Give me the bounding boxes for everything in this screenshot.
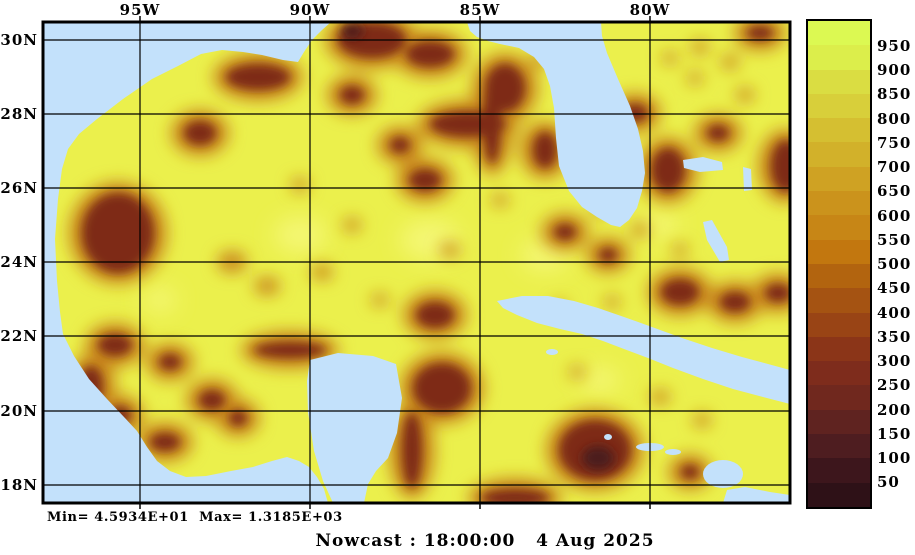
land-florida — [467, 22, 645, 227]
colorbar-band — [808, 166, 870, 192]
colorbar-tick-label: 550 — [877, 230, 912, 249]
lat-label-18n: 18N — [0, 476, 38, 494]
colorbar-band — [808, 458, 870, 483]
land-bahamas-2 — [743, 167, 752, 191]
colorbar-tick-label: 850 — [877, 85, 912, 104]
land-yucatan — [307, 353, 402, 503]
land-islet-4 — [665, 449, 681, 455]
colorbar-tick-label: 100 — [877, 449, 912, 467]
graticule — [43, 22, 790, 503]
colorbar-tick-label: 250 — [877, 376, 912, 395]
land-islet-1 — [546, 349, 558, 355]
colorbar-tick-label: 800 — [877, 109, 912, 128]
land-bahamas-3 — [703, 220, 729, 262]
colorbar-tick-label: 650 — [877, 182, 912, 201]
colorbar-band — [808, 118, 870, 143]
colorbar-band — [808, 21, 870, 46]
lat-label-28n: 28N — [0, 105, 38, 123]
land-southeast-strip — [723, 487, 790, 503]
colorbar-band — [808, 385, 870, 410]
land-northwest-mexico — [43, 22, 331, 503]
lat-label-30n: 30N — [0, 31, 38, 49]
colorbar-tick-label: 750 — [877, 133, 912, 152]
plot-frame — [41, 20, 792, 505]
colorbar-band — [808, 263, 870, 289]
colorbar-band — [808, 409, 870, 435]
colorbar-band — [808, 312, 870, 337]
land-masks — [43, 22, 790, 503]
colorbar-band — [808, 336, 870, 362]
plot-title: Nowcast : 18:00:00 4 Aug 2025 — [315, 531, 655, 551]
colorbar-band — [808, 93, 870, 119]
lon-label-80w: 80W — [629, 1, 671, 19]
colorbar-tick-label: 600 — [877, 206, 912, 225]
land-islet-2 — [604, 434, 612, 440]
colorbar-tick-label: 350 — [877, 327, 912, 346]
lat-label-26n: 26N — [0, 179, 38, 197]
data-field — [43, 22, 790, 503]
colorbar-tick-label: 50 — [877, 473, 900, 492]
colorbar-tick-label: 950 — [877, 36, 912, 55]
colorbar-band — [808, 288, 870, 313]
lon-label-85w: 85W — [459, 1, 501, 19]
colorbar-band — [808, 361, 870, 386]
colorbar-tick-label: 150 — [877, 424, 912, 443]
lat-label-22n: 22N — [0, 327, 38, 345]
colorbar-band — [808, 482, 870, 507]
field-low-blobs — [79, 22, 790, 503]
lon-label-90w: 90W — [289, 1, 331, 19]
colorbar-band — [808, 142, 870, 167]
colorbar-tick-label: 400 — [877, 303, 912, 322]
colorbar-band — [808, 239, 870, 264]
colorbar-tick-label: 450 — [877, 279, 912, 298]
colorbar-band — [808, 215, 870, 240]
field-darkest-spots — [341, 24, 614, 470]
land-cuba — [497, 296, 790, 404]
colorbar-tick-label: 500 — [877, 255, 912, 273]
colorbar — [806, 19, 872, 509]
lat-label-20n: 20N — [0, 402, 38, 420]
land-southeast-patch — [703, 460, 743, 488]
colorbar-tick-label: 700 — [877, 158, 912, 176]
colorbar-tick-label: 900 — [877, 61, 912, 79]
lat-label-24n: 24N — [0, 253, 38, 271]
land-bahamas-1 — [683, 157, 723, 172]
colorbar-tick-label: 200 — [877, 400, 912, 419]
colorbar-band — [808, 45, 870, 70]
colorbar-tick-label: 300 — [877, 352, 912, 370]
min-max-readout: Min= 4.5934E+01 Max= 1.3185E+03 — [47, 510, 343, 525]
colorbar-band — [808, 191, 870, 216]
colorbar-band — [808, 434, 870, 459]
lon-label-95w: 95W — [119, 1, 161, 19]
colorbar-band — [808, 69, 870, 94]
